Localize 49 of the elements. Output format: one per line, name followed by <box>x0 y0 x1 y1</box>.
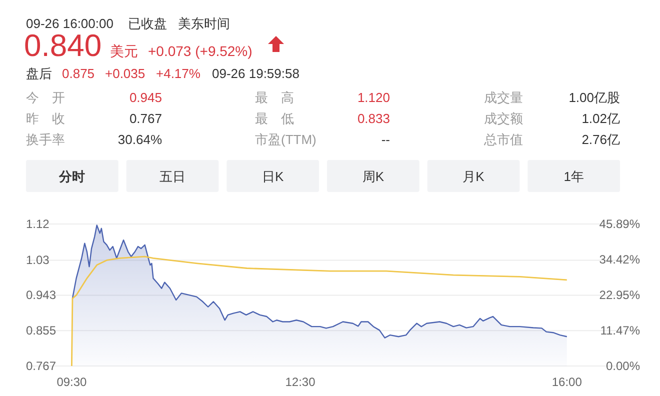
text: 30.64% <box>118 132 162 147</box>
text: 1.00亿股 <box>568 90 620 105</box>
text: 分时 <box>58 169 86 184</box>
text: 日K <box>262 169 284 184</box>
text: 五日 <box>160 169 186 184</box>
text: 昨 收 <box>26 111 65 126</box>
text: +0.073 (+9.52%) <box>148 43 252 59</box>
text: 2.76亿 <box>582 132 620 147</box>
line-series <box>71 256 568 367</box>
text: 1.120 <box>357 90 390 105</box>
y2-tick-label: 11.47% <box>600 324 640 338</box>
text: 美东时间 <box>178 16 230 31</box>
y-tick-label: 0.855 <box>26 324 56 338</box>
x-tick-label: 09:30 <box>56 375 88 389</box>
text: +0.035 <box>105 66 146 81</box>
text: 1.02亿 <box>582 111 620 126</box>
text: 今 开 <box>26 90 65 105</box>
y-tick-label: 1.12 <box>26 217 50 231</box>
text: 最 高 <box>255 90 294 105</box>
text: 换手率 <box>26 132 65 147</box>
text: 周K <box>362 169 384 184</box>
text: 成交量 <box>484 90 523 105</box>
text: +4.17% <box>156 66 201 81</box>
text: 成交额 <box>484 111 523 126</box>
y-tick-label: 1.03 <box>26 253 50 268</box>
text: -- <box>381 132 390 147</box>
text: 月K <box>462 169 485 184</box>
text: 1年 <box>564 169 584 184</box>
text: 最 低 <box>255 111 294 126</box>
text: 市盈(TTM) <box>255 132 316 147</box>
x-tick-label: 12:30 <box>285 375 316 389</box>
text: 0.875 <box>62 66 95 81</box>
y-tick-label: 0.943 <box>26 288 56 302</box>
text: 总市值 <box>483 132 523 147</box>
y-tick-label: 0.767 <box>26 359 56 373</box>
text: 0.767 <box>129 111 162 126</box>
text: 0.840 <box>24 28 102 63</box>
y2-tick-label: 22.95% <box>599 288 640 302</box>
text: 盘后 <box>26 66 52 81</box>
y2-tick-label: 34.42% <box>599 252 640 266</box>
text: 已收盘 <box>128 16 167 31</box>
text: 09-26 16:00:00 <box>26 16 114 31</box>
text: 美元 <box>110 43 138 59</box>
y2-tick-label: 0.00% <box>606 359 640 373</box>
y2-tick-label: 45.89% <box>599 217 640 231</box>
text: 0.945 <box>129 90 162 105</box>
x-tick-label: 16:00 <box>552 375 582 389</box>
text: 09-26 19:59:58 <box>212 66 300 81</box>
text: 0.833 <box>357 111 390 126</box>
